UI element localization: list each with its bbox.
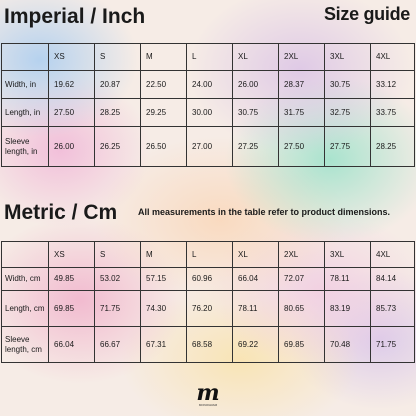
table-cell: 26.25 xyxy=(94,126,141,167)
header-cell: 3XL xyxy=(324,43,371,71)
table-cell: 26.00 xyxy=(48,126,95,167)
table-cell: 60.96 xyxy=(186,267,233,291)
size-guide-title: Size guide xyxy=(323,4,410,24)
table-cell: 30.75 xyxy=(324,70,371,99)
table-row: Width, cm 49.85 53.02 57.15 60.96 66.04 … xyxy=(1,267,415,291)
table-cell: 76.20 xyxy=(186,290,233,327)
table-row: Sleeve length, in 26.00 26.25 26.50 27.0… xyxy=(1,126,415,167)
table-cell: 33.75 xyxy=(370,98,415,127)
brand-logo: m MONOGRAM xyxy=(194,380,222,407)
row-label: Sleeve length, in xyxy=(1,126,49,167)
table-cell: 30.00 xyxy=(186,98,233,127)
table-cell: 57.15 xyxy=(140,267,187,291)
table-cell: 78.11 xyxy=(232,290,279,327)
table-cell: 67.31 xyxy=(140,326,187,363)
header-corner-cell xyxy=(1,43,49,71)
table-cell: 30.75 xyxy=(232,98,279,127)
row-label: Width, cm xyxy=(1,267,49,291)
table-row: Width, in 19.62 20.87 22.50 24.00 26.00 … xyxy=(1,70,415,99)
table-cell: 80.65 xyxy=(278,290,325,327)
table-cell: 71.75 xyxy=(370,326,415,363)
table-cell: 68.58 xyxy=(186,326,233,363)
metric-title: Metric / Cm xyxy=(4,201,118,224)
table-row: Length, cm 69.85 71.75 74.30 76.20 78.11… xyxy=(1,290,415,327)
metric-size-table: XS S M L XL 2XL 3XL 4XL Width, cm 49.85 … xyxy=(1,241,415,363)
table-cell: 69.85 xyxy=(278,326,325,363)
row-label: Sleeve length, cm xyxy=(1,326,49,363)
table-cell: 78.11 xyxy=(324,267,371,291)
header-cell: 2XL xyxy=(278,241,325,268)
table-cell: 66.04 xyxy=(232,267,279,291)
logo-caption: MONOGRAM xyxy=(198,403,218,407)
header-cell: 4XL xyxy=(370,43,415,71)
row-label: Width, in xyxy=(1,70,49,99)
table-cell: 66.67 xyxy=(94,326,141,363)
table-cell: 32.75 xyxy=(324,98,371,127)
table-cell: 72.07 xyxy=(278,267,325,291)
table-cell: 27.50 xyxy=(278,126,325,167)
header-cell: 3XL xyxy=(324,241,371,268)
row-label: Length, cm xyxy=(1,290,49,327)
table-cell: 27.50 xyxy=(48,98,95,127)
table-cell: 33.12 xyxy=(370,70,415,99)
table-row: Sleeve length, cm 66.04 66.67 67.31 68.5… xyxy=(1,326,415,363)
table-cell: 24.00 xyxy=(186,70,233,99)
table-cell: 71.75 xyxy=(94,290,141,327)
table-cell: 26.00 xyxy=(232,70,279,99)
table-cell: 27.00 xyxy=(186,126,233,167)
table-cell: 83.19 xyxy=(324,290,371,327)
table-cell: 66.04 xyxy=(48,326,95,363)
table-header-row: XS S M L XL 2XL 3XL 4XL xyxy=(1,43,415,71)
row-label: Length, in xyxy=(1,98,49,127)
header-cell: S xyxy=(94,241,141,268)
table-cell: 29.25 xyxy=(140,98,187,127)
header-cell: XL xyxy=(232,241,279,268)
table-row: Length, in 27.50 28.25 29.25 30.00 30.75… xyxy=(1,98,415,127)
table-cell: 70.48 xyxy=(324,326,371,363)
table-cell: 28.25 xyxy=(94,98,141,127)
table-cell: 49.85 xyxy=(48,267,95,291)
table-cell: 22.50 xyxy=(140,70,187,99)
table-cell: 27.25 xyxy=(232,126,279,167)
header-cell: 4XL xyxy=(370,241,415,268)
table-cell: 53.02 xyxy=(94,267,141,291)
header-cell: S xyxy=(94,43,141,71)
logo-letter: m xyxy=(196,380,220,406)
header-cell: XS xyxy=(48,241,95,268)
measurement-note: All measurements in the table refer to p… xyxy=(138,207,391,217)
header-cell: L xyxy=(186,43,233,71)
table-cell: 74.30 xyxy=(140,290,187,327)
table-cell: 26.50 xyxy=(140,126,187,167)
header-cell: L xyxy=(186,241,233,268)
header-corner-cell xyxy=(1,241,49,268)
table-cell: 28.37 xyxy=(278,70,325,99)
table-header-row: XS S M L XL 2XL 3XL 4XL xyxy=(1,241,415,268)
table-cell: 84.14 xyxy=(370,267,415,291)
header-cell: M xyxy=(140,241,187,268)
table-cell: 19.62 xyxy=(48,70,95,99)
table-cell: 85.73 xyxy=(370,290,415,327)
table-cell: 28.25 xyxy=(370,126,415,167)
table-cell: 31.75 xyxy=(278,98,325,127)
imperial-size-table: XS S M L XL 2XL 3XL 4XL Width, in 19.62 … xyxy=(1,43,415,167)
table-cell: 27.75 xyxy=(324,126,371,167)
imperial-title: Imperial / Inch xyxy=(4,5,146,28)
header-cell: XS xyxy=(48,43,95,71)
table-cell: 69.22 xyxy=(232,326,279,363)
header-cell: XL xyxy=(232,43,279,71)
header-cell: M xyxy=(140,43,187,71)
header-cell: 2XL xyxy=(278,43,325,71)
table-cell: 69.85 xyxy=(48,290,95,327)
table-cell: 20.87 xyxy=(94,70,141,99)
